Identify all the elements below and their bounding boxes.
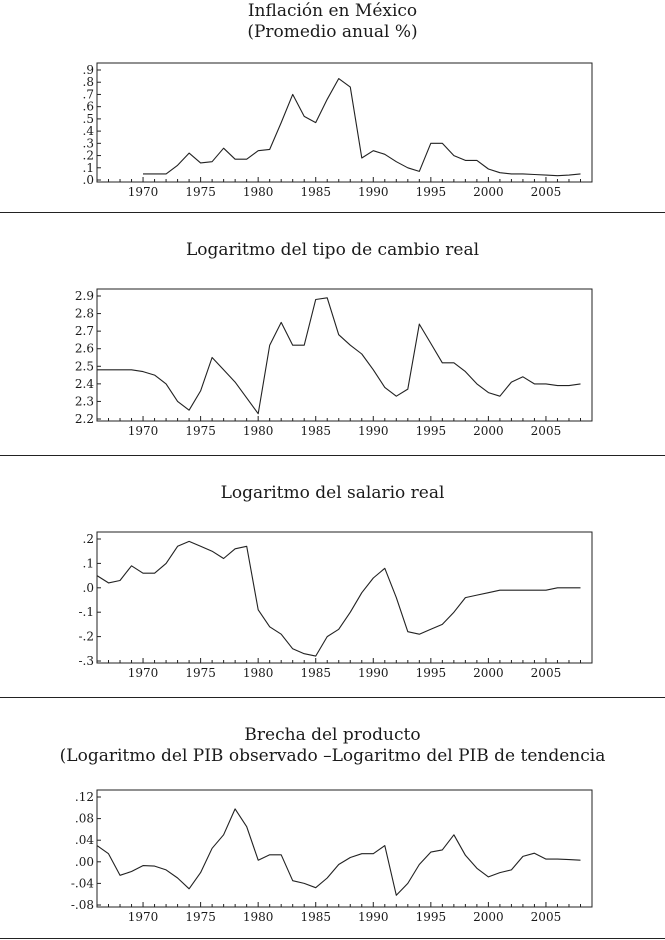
chart-1-y-tick-label: .6: [83, 100, 94, 114]
chart-2-y-tick-label: 2.6: [75, 342, 94, 356]
separator-rule-1: [0, 212, 665, 213]
chart-4-x-tick-label: 2000: [473, 910, 504, 924]
chart-3-y-tick-label: .1: [83, 556, 94, 570]
chart-2-x-tick-label: 1985: [300, 424, 331, 438]
separator-rule-3: [0, 697, 665, 698]
chart-4-series-line: [96, 808, 581, 896]
chart-1-x-tick-label: 1970: [128, 185, 159, 199]
chart-2-series-line: [97, 297, 581, 415]
chart-3-x-tick-label: 1995: [416, 666, 447, 680]
separator-rule-4: [0, 938, 665, 939]
chart-2-title: Logaritmo del tipo de cambio real: [185, 240, 480, 260]
chart-2-x-tick-label: 1990: [358, 424, 389, 438]
chart-1-x-tick-label: 2000: [473, 185, 504, 199]
chart-3-x-tick-label: 1990: [358, 666, 389, 680]
chart-1-title: Inflación en México: [247, 1, 418, 21]
chart-2-x-tick-label: 2005: [531, 424, 562, 438]
chart-1-x-tick-label: 1975: [185, 185, 216, 199]
chart-4-subtitle: (Logaritmo del PIB observado –Logaritmo …: [59, 746, 606, 766]
chart-3-title: Logaritmo del salario real: [220, 483, 445, 503]
chart-1-x-tick-label: 1990: [358, 185, 389, 199]
chart-3-y-tick-label: -.1: [78, 605, 94, 619]
chart-4-frame: [96, 789, 593, 908]
chart-3-x-tick-label: 1985: [300, 666, 331, 680]
separator-rule-2: [0, 455, 665, 456]
chart-2-y-tick-label: 2.5: [75, 359, 94, 373]
chart-4-x-tick-label: 1970: [128, 910, 159, 924]
chart-3-y-tick-label: .0: [83, 581, 94, 595]
chart-4-y-tick-label: .00: [75, 855, 94, 869]
chart-1-x-tick-label: 1985: [300, 185, 331, 199]
chart-4-x-tick-label: 1985: [300, 910, 331, 924]
chart-2-y-tick-label: 2.9: [75, 289, 94, 303]
chart-1-y-tick-label: .3: [83, 136, 94, 150]
chart-1-y-tick-label: .9: [83, 63, 94, 77]
chart-3-x-tick-label: 1980: [243, 666, 274, 680]
chart-1-y-tick-label: .0: [83, 173, 94, 187]
chart-4-title: Brecha del producto: [244, 725, 421, 745]
chart-4-x-tick-label: 1990: [358, 910, 389, 924]
chart-3-x-tick-label: 2000: [473, 666, 504, 680]
chart-2-y-tick-label: 2.2: [75, 412, 94, 426]
chart-1-y-tick-label: .4: [83, 124, 95, 138]
chart-1-series-line: [143, 78, 581, 177]
chart-1-x-tick-label: 2005: [531, 185, 562, 199]
chart-4-y-tick-label: .08: [75, 812, 94, 826]
chart-2-frame: [96, 288, 593, 422]
chart-2-y-tick-label: 2.3: [75, 394, 94, 408]
chart-3-series-line: [96, 540, 581, 657]
chart-1-y-tick-label: .1: [83, 161, 94, 175]
chart-4-x-tick-label: 2005: [531, 910, 562, 924]
chart-1-subtitle: (Promedio anual %): [247, 22, 418, 42]
chart-1-y-tick-label: .2: [83, 149, 94, 163]
chart-3-y-tick-label: .2: [83, 532, 94, 546]
chart-3-y-tick-label: -.2: [78, 630, 94, 644]
chart-2-y-tick-label: 2.7: [75, 324, 94, 338]
chart-1-frame: [96, 62, 593, 183]
chart-3-x-tick-label: 1975: [185, 666, 216, 680]
chart-2-y-tick-label: 2.8: [75, 307, 94, 321]
chart-1-x-tick-label: 1995: [416, 185, 447, 199]
chart-1-y-tick-label: .7: [83, 87, 94, 101]
chart-4-y-tick-label: .12: [75, 790, 94, 804]
chart-2-x-tick-label: 1980: [243, 424, 274, 438]
chart-3-frame: [96, 531, 593, 664]
chart-4-x-tick-label: 1995: [416, 910, 447, 924]
chart-2-x-tick-label: 2000: [473, 424, 504, 438]
chart-2-x-tick-label: 1975: [185, 424, 216, 438]
chart-1-y-tick-label: .8: [83, 75, 94, 89]
chart-3-y-tick-label: -.3: [78, 654, 94, 668]
chart-4-y-tick-label: -.04: [71, 876, 95, 890]
chart-4-y-tick-label: -.08: [71, 898, 94, 912]
chart-2-y-tick-label: 2.4: [75, 377, 94, 391]
chart-1-y-tick-label: .5: [83, 112, 94, 126]
chart-4-y-tick-label: .04: [75, 833, 94, 847]
chart-2-x-tick-label: 1995: [416, 424, 447, 438]
chart-4-x-tick-label: 1975: [185, 910, 216, 924]
chart-2-x-tick-label: 1970: [128, 424, 159, 438]
chart-3-x-tick-label: 1970: [128, 666, 159, 680]
chart-1-x-tick-label: 1980: [243, 185, 274, 199]
chart-4-x-tick-label: 1980: [243, 910, 274, 924]
chart-3-x-tick-label: 2005: [531, 666, 562, 680]
